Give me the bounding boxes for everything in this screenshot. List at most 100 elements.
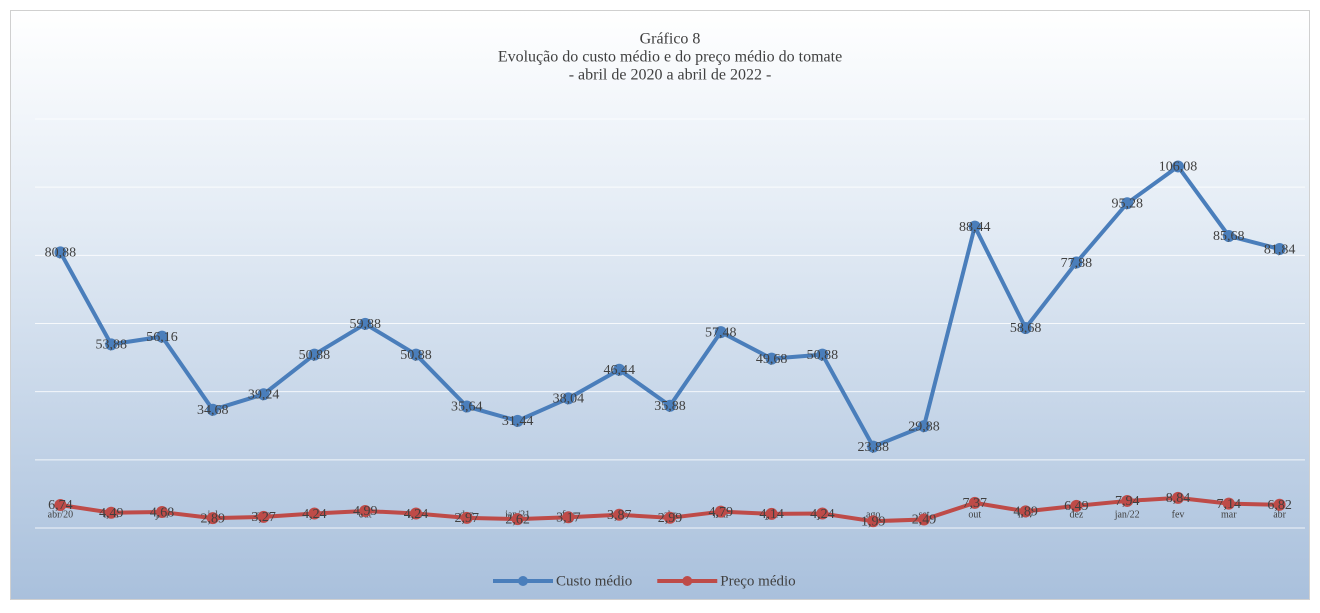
data-point bbox=[1019, 505, 1032, 518]
data-label: 34,68 bbox=[197, 403, 229, 418]
data-point bbox=[1019, 321, 1032, 334]
chart-background bbox=[10, 10, 1310, 600]
data-label: 4,24 bbox=[810, 507, 835, 522]
data-label: 50,88 bbox=[400, 348, 432, 363]
data-label: 2,99 bbox=[658, 511, 683, 526]
data-label: 3,27 bbox=[251, 510, 276, 525]
data-point bbox=[105, 506, 118, 519]
x-tick-label: fev bbox=[1172, 509, 1185, 520]
data-label: 88,44 bbox=[959, 220, 991, 235]
data-label: 6,49 bbox=[1064, 499, 1089, 514]
data-point bbox=[714, 326, 727, 339]
data-label: 29,88 bbox=[908, 419, 940, 434]
data-point bbox=[1273, 243, 1286, 256]
data-label: 85,68 bbox=[1213, 229, 1245, 244]
data-point bbox=[54, 499, 67, 512]
chart-period: - abril de 2020 a abril de 2022 - bbox=[569, 67, 772, 84]
data-label: 56,16 bbox=[146, 330, 178, 345]
data-label: 58,68 bbox=[1010, 321, 1042, 336]
data-point bbox=[105, 338, 118, 351]
data-point bbox=[1121, 494, 1134, 507]
grid bbox=[35, 118, 1305, 529]
x-tick-label: abr/20 bbox=[48, 509, 74, 520]
data-point bbox=[1273, 498, 1286, 511]
data-point bbox=[1222, 497, 1235, 510]
data-label: 6,74 bbox=[48, 498, 73, 513]
data-point bbox=[460, 400, 473, 413]
data-label: 39,24 bbox=[248, 387, 280, 402]
data-label: 2,89 bbox=[201, 511, 226, 526]
data-label: 4,68 bbox=[150, 505, 175, 520]
data-label: 50,88 bbox=[807, 348, 839, 363]
data-label: 2,97 bbox=[455, 511, 480, 526]
data-point bbox=[308, 507, 321, 520]
data-label: 4,99 bbox=[353, 504, 378, 519]
data-point bbox=[1121, 197, 1134, 210]
legend-marker bbox=[518, 576, 528, 586]
data-point bbox=[308, 348, 321, 361]
chart-subtitle: Evolução do custo médio e do preço médio… bbox=[498, 49, 842, 66]
data-point bbox=[257, 388, 270, 401]
data-point bbox=[562, 511, 575, 524]
data-label: 4,89 bbox=[1013, 505, 1038, 520]
x-tick-label: mar bbox=[1221, 509, 1237, 520]
data-point bbox=[918, 513, 930, 526]
data-label: 4,79 bbox=[709, 505, 734, 520]
data-point bbox=[1070, 256, 1083, 269]
data-point bbox=[511, 414, 524, 427]
x-tick-label: abr bbox=[1273, 509, 1286, 520]
data-point bbox=[968, 220, 981, 233]
data-label: 80,88 bbox=[45, 246, 77, 261]
data-point bbox=[816, 507, 829, 520]
data-label: 23,88 bbox=[857, 440, 889, 455]
data-point bbox=[613, 508, 626, 521]
data-point bbox=[257, 510, 270, 523]
data-label: 7,14 bbox=[1217, 497, 1242, 512]
data-point bbox=[918, 420, 930, 433]
data-point bbox=[968, 496, 981, 509]
data-point bbox=[1070, 499, 1083, 512]
x-tick-label: ago bbox=[866, 509, 880, 520]
data-point bbox=[410, 507, 422, 520]
data-label: 59,88 bbox=[349, 317, 381, 332]
data-point bbox=[562, 392, 575, 405]
data-label: 7,94 bbox=[1115, 494, 1140, 509]
data-label: 2,49 bbox=[912, 513, 937, 528]
data-label: 46,44 bbox=[603, 363, 635, 378]
data-label: 35,64 bbox=[451, 400, 483, 415]
data-label: 77,88 bbox=[1061, 256, 1093, 271]
data-label: 81,84 bbox=[1264, 242, 1296, 257]
data-label: 4,24 bbox=[302, 507, 327, 522]
data-label: 4,49 bbox=[99, 506, 124, 521]
data-point bbox=[511, 513, 524, 526]
legend: Custo médio Preço médio bbox=[493, 573, 796, 589]
x-tick-label: out bbox=[968, 509, 981, 520]
legend-label: Preço médio bbox=[720, 573, 795, 589]
data-label: 4,14 bbox=[759, 507, 784, 522]
data-point bbox=[1172, 160, 1184, 173]
data-point bbox=[867, 440, 880, 453]
data-label: 4,24 bbox=[404, 507, 429, 522]
data-label: 38,04 bbox=[553, 392, 585, 407]
legend-label: Custo médio bbox=[556, 573, 632, 589]
data-point bbox=[765, 507, 778, 520]
data-label: 6,82 bbox=[1267, 498, 1292, 513]
data-point bbox=[664, 399, 676, 412]
data-label: 35,88 bbox=[654, 399, 686, 414]
data-point bbox=[664, 511, 676, 524]
data-point bbox=[714, 505, 727, 518]
series-layer: abr/20maijunjulagosetoutnovdezjan/21fevm… bbox=[45, 160, 1296, 530]
data-point bbox=[1222, 229, 1235, 242]
legend-marker bbox=[682, 576, 693, 586]
data-label: 2,62 bbox=[505, 512, 530, 527]
data-point bbox=[206, 512, 219, 525]
data-point bbox=[156, 506, 168, 519]
data-point bbox=[359, 504, 372, 517]
data-label: 53,88 bbox=[95, 338, 127, 353]
data-point bbox=[460, 511, 473, 524]
data-label: 1,99 bbox=[861, 514, 886, 529]
chart-title: Gráfico 8 bbox=[640, 31, 701, 48]
data-point bbox=[613, 363, 626, 376]
data-label: 7,37 bbox=[963, 496, 988, 511]
